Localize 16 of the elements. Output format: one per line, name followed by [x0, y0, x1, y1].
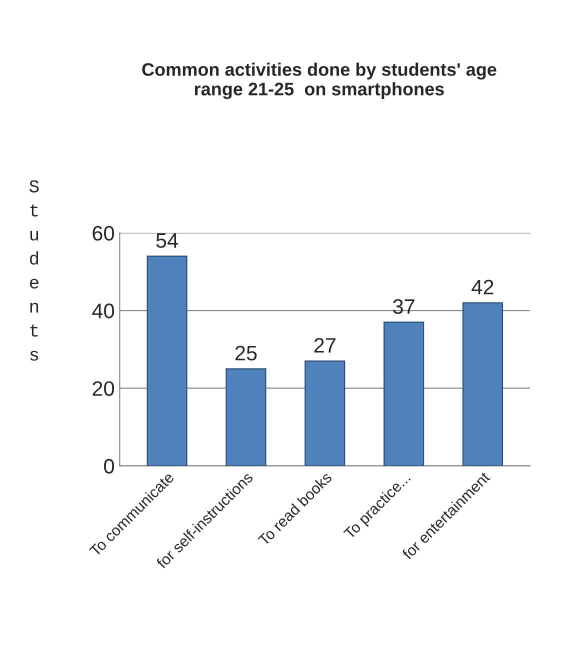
data-label: 54 — [156, 233, 178, 248]
y-axis-title: Students — [29, 180, 39, 361]
bar — [226, 368, 266, 466]
y-tick-label: 20 — [92, 381, 114, 396]
bar — [384, 322, 424, 466]
y-tick-label: 60 — [92, 226, 114, 241]
data-label: 37 — [393, 299, 414, 314]
y-tick-label: 0 — [104, 458, 114, 474]
data-label: 42 — [472, 280, 494, 294]
y-tick-label: 40 — [92, 304, 114, 318]
chart-title: Common activities done by students' age range 21-25 on smartphones — [142, 62, 496, 100]
data-label: 27 — [314, 338, 336, 353]
bar — [462, 302, 504, 466]
bar — [146, 256, 188, 466]
bar — [304, 360, 346, 466]
data-label: 25 — [235, 346, 257, 361]
